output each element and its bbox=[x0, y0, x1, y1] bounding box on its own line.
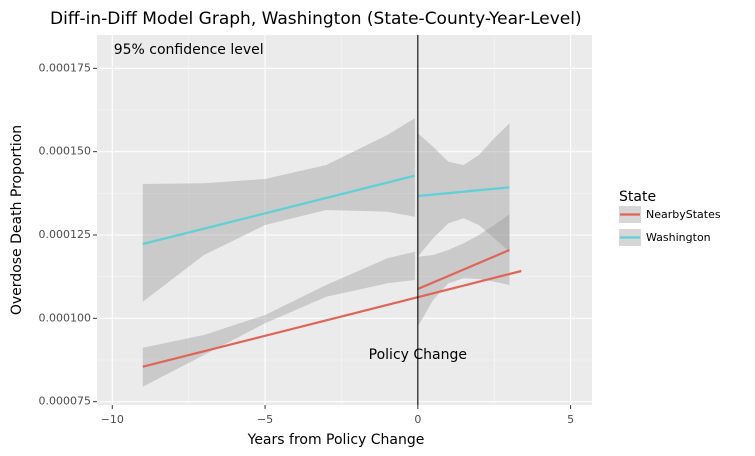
line-nearbystates-0 bbox=[142, 269, 522, 368]
x-tick-label-0: −10 bbox=[101, 413, 124, 426]
y-tick-label-2: 0.000125 bbox=[39, 228, 92, 241]
x-tick-label-3: 5 bbox=[567, 413, 574, 426]
line-washington-0 bbox=[142, 174, 416, 246]
chart-title: Diff-in-Diff Model Graph, Washington (St… bbox=[50, 9, 582, 29]
legend-label-1: Washington bbox=[646, 231, 711, 244]
y-axis-title: Overdose Death Proportion bbox=[9, 125, 25, 315]
y-tick-label-1: 0.000100 bbox=[39, 311, 92, 324]
y-tick-label-4: 0.000175 bbox=[39, 61, 92, 74]
annotation-policy: Policy Change bbox=[369, 347, 467, 363]
series-lines bbox=[142, 174, 522, 368]
x-axis-title: Years from Policy Change bbox=[247, 432, 425, 448]
annotations: 95% confidence level Policy Change bbox=[114, 42, 467, 363]
legend-title: State bbox=[619, 189, 656, 205]
ci-band-washington-1 bbox=[417, 123, 510, 257]
ci-band-nearbystates-0 bbox=[142, 251, 415, 387]
annotation-confidence: 95% confidence level bbox=[114, 42, 264, 58]
x-tick-label-1: −5 bbox=[257, 413, 273, 426]
y-tick-label-3: 0.000150 bbox=[39, 145, 92, 158]
legend-label-0: NearbyStates bbox=[646, 208, 721, 221]
x-tick-label-2: 0 bbox=[414, 413, 421, 426]
line-nearbystates-1 bbox=[417, 248, 510, 291]
legend: State NearbyStates Washington bbox=[619, 189, 721, 246]
y-tick-label-0: 0.000075 bbox=[39, 395, 92, 408]
y-axis: 0.000075 0.000100 0.000125 0.000150 0.000175 bbox=[39, 61, 97, 408]
plot-panel bbox=[97, 35, 592, 405]
line-washington-1 bbox=[417, 186, 510, 198]
x-axis: −10 −5 0 5 bbox=[101, 405, 574, 426]
